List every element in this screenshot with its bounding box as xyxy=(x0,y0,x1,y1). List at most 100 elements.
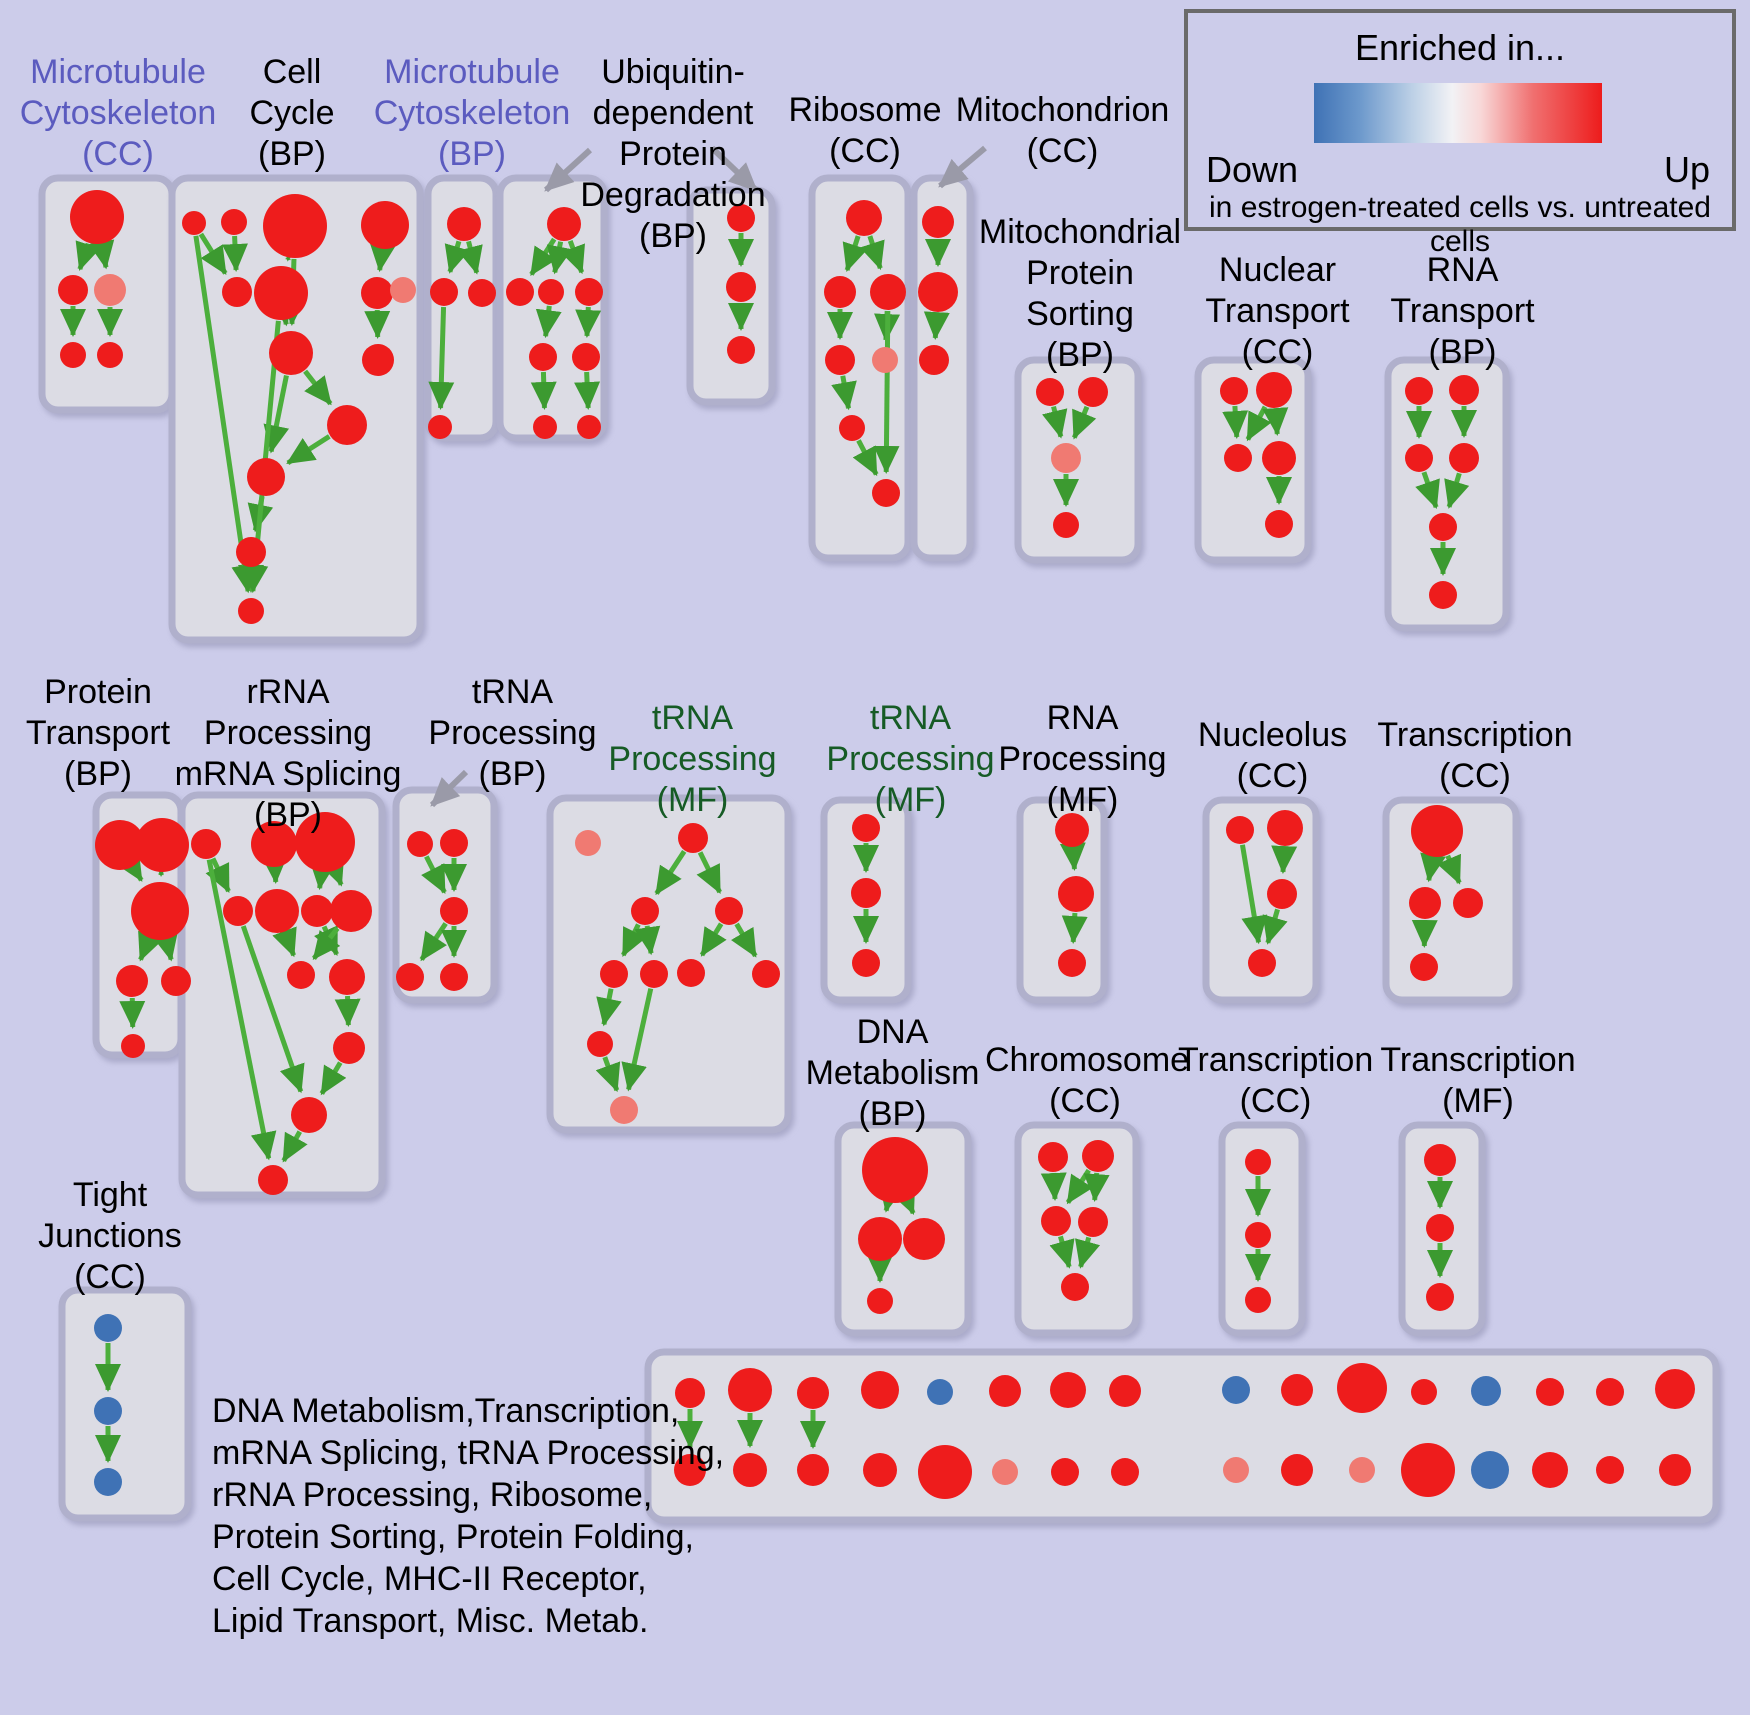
node[interactable] xyxy=(1262,441,1296,475)
node[interactable] xyxy=(572,343,600,371)
node[interactable] xyxy=(94,1397,122,1425)
node[interactable] xyxy=(600,960,628,988)
node[interactable] xyxy=(858,1217,902,1261)
node[interactable] xyxy=(631,897,659,925)
node[interactable] xyxy=(1471,1376,1501,1406)
node[interactable] xyxy=(258,1165,288,1195)
node[interactable] xyxy=(862,1137,928,1203)
node[interactable] xyxy=(824,276,856,308)
node[interactable] xyxy=(533,415,557,439)
node[interactable] xyxy=(1596,1378,1624,1406)
node[interactable] xyxy=(362,344,394,376)
node[interactable] xyxy=(1109,1375,1141,1407)
node[interactable] xyxy=(1220,377,1248,405)
node[interactable] xyxy=(1256,372,1292,408)
node[interactable] xyxy=(333,1032,365,1064)
node[interactable] xyxy=(575,278,603,306)
node[interactable] xyxy=(1224,444,1252,472)
node[interactable] xyxy=(989,1375,1021,1407)
node[interactable] xyxy=(1267,810,1303,846)
node[interactable] xyxy=(506,278,534,306)
node[interactable] xyxy=(94,1468,122,1496)
node[interactable] xyxy=(1053,512,1079,538)
node[interactable] xyxy=(727,204,755,232)
node[interactable] xyxy=(1281,1374,1313,1406)
node[interactable] xyxy=(94,1314,122,1342)
node[interactable] xyxy=(825,345,855,375)
node[interactable] xyxy=(238,598,264,624)
node[interactable] xyxy=(678,823,708,853)
node[interactable] xyxy=(1061,1273,1089,1301)
node[interactable] xyxy=(1449,443,1479,473)
node[interactable] xyxy=(1267,879,1297,909)
node[interactable] xyxy=(430,278,458,306)
node[interactable] xyxy=(547,207,581,241)
node[interactable] xyxy=(1453,888,1483,918)
node[interactable] xyxy=(330,890,372,932)
node[interactable] xyxy=(1226,816,1254,844)
node[interactable] xyxy=(1424,1144,1456,1176)
node[interactable] xyxy=(361,201,409,249)
node[interactable] xyxy=(447,207,481,241)
node[interactable] xyxy=(58,275,88,305)
node[interactable] xyxy=(287,961,315,989)
node[interactable] xyxy=(182,211,206,235)
node[interactable] xyxy=(396,963,424,991)
node[interactable] xyxy=(797,1454,829,1486)
node[interactable] xyxy=(327,405,367,445)
node[interactable] xyxy=(223,896,253,926)
node[interactable] xyxy=(1429,513,1457,541)
node[interactable] xyxy=(872,347,898,373)
node[interactable] xyxy=(161,966,191,996)
node[interactable] xyxy=(1245,1149,1271,1175)
node[interactable] xyxy=(222,277,252,307)
node[interactable] xyxy=(1051,443,1081,473)
node[interactable] xyxy=(1281,1454,1313,1486)
node[interactable] xyxy=(407,831,433,857)
node[interactable] xyxy=(440,963,468,991)
node[interactable] xyxy=(1111,1458,1139,1486)
node[interactable] xyxy=(1036,378,1064,406)
node[interactable] xyxy=(575,830,601,856)
node[interactable] xyxy=(1532,1452,1568,1488)
node[interactable] xyxy=(1222,1376,1250,1404)
node[interactable] xyxy=(640,960,668,988)
node[interactable] xyxy=(727,336,755,364)
node[interactable] xyxy=(1041,1206,1071,1236)
node[interactable] xyxy=(1405,377,1433,405)
node[interactable] xyxy=(587,1031,613,1057)
node[interactable] xyxy=(116,965,148,997)
node[interactable] xyxy=(1401,1443,1455,1497)
node[interactable] xyxy=(677,959,705,987)
node[interactable] xyxy=(361,277,393,309)
node[interactable] xyxy=(254,266,308,320)
node[interactable] xyxy=(1536,1378,1564,1406)
node[interactable] xyxy=(440,829,468,857)
node[interactable] xyxy=(529,343,557,371)
node[interactable] xyxy=(251,821,297,867)
node[interactable] xyxy=(863,1453,897,1487)
node[interactable] xyxy=(1596,1456,1624,1484)
node[interactable] xyxy=(872,479,900,507)
node[interactable] xyxy=(1082,1140,1114,1172)
node[interactable] xyxy=(468,279,496,307)
node[interactable] xyxy=(538,279,564,305)
node[interactable] xyxy=(1248,949,1276,977)
node[interactable] xyxy=(97,342,123,368)
node[interactable] xyxy=(191,829,221,859)
node[interactable] xyxy=(922,206,954,238)
node[interactable] xyxy=(726,272,756,302)
node[interactable] xyxy=(927,1379,953,1405)
node[interactable] xyxy=(1337,1363,1387,1413)
node[interactable] xyxy=(610,1096,638,1124)
node[interactable] xyxy=(1426,1214,1454,1242)
node[interactable] xyxy=(675,1378,705,1408)
node[interactable] xyxy=(752,960,780,988)
node[interactable] xyxy=(131,882,189,940)
node[interactable] xyxy=(867,1288,893,1314)
node[interactable] xyxy=(918,1445,972,1499)
node[interactable] xyxy=(797,1377,829,1409)
node[interactable] xyxy=(918,272,958,312)
node[interactable] xyxy=(1405,444,1433,472)
node[interactable] xyxy=(870,274,906,310)
